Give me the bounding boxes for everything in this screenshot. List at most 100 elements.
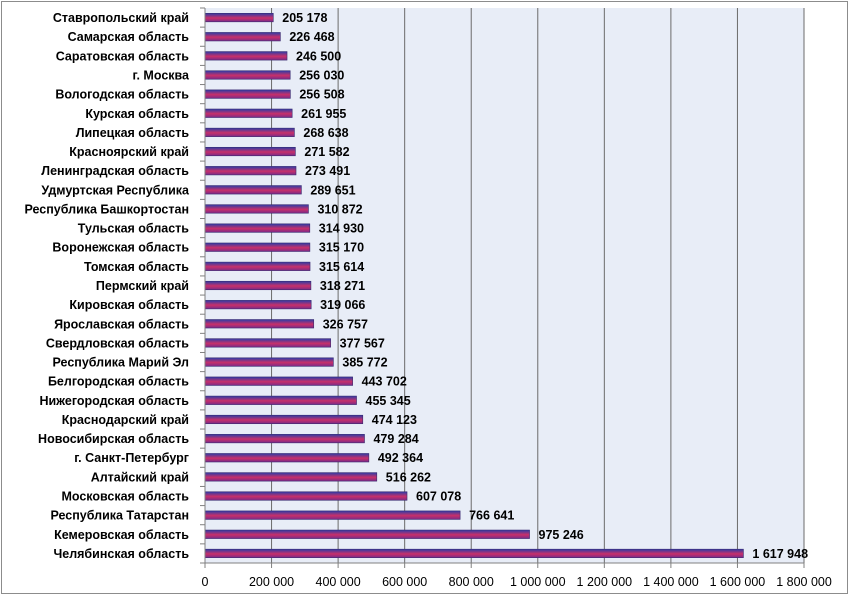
category-label: Нижегородская область: [39, 394, 189, 408]
bar: [204, 32, 281, 42]
data-label: 271 582: [304, 145, 349, 159]
category-label: Самарская область: [68, 30, 190, 44]
data-label: 975 246: [539, 528, 584, 542]
category-label: Свердловская область: [46, 336, 189, 350]
category-labels: Челябинская область Кемеровская область Ре…: [24, 7, 205, 564]
bar: [204, 338, 331, 348]
bar: [204, 70, 291, 80]
data-label: 607 078: [416, 490, 461, 504]
data-label: 492 364: [378, 451, 423, 465]
category-label: Ленинградская область: [41, 164, 189, 178]
data-label: 474 123: [372, 413, 417, 427]
data-label: 261 955: [301, 107, 346, 121]
data-label: 289 651: [310, 183, 355, 197]
bar: [204, 472, 378, 482]
bar: [204, 223, 311, 233]
bar: [204, 280, 312, 291]
bar: [204, 242, 311, 252]
category-label: Пермский край: [96, 279, 189, 293]
data-label: 455 345: [366, 394, 411, 408]
category-label: Республика Башкортостан: [24, 202, 189, 216]
data-label: 246 500: [296, 49, 341, 63]
bar: [204, 166, 297, 176]
data-label: 377 567: [340, 336, 385, 350]
x-tick-label: 1 800 000: [776, 575, 832, 589]
value-labels: 1 617 948 975 246 766 641 607 078 516 262 492…: [282, 11, 808, 561]
category-label: Челябинская область: [53, 547, 189, 561]
bar: [204, 529, 530, 539]
bars: [204, 13, 744, 558]
data-label: 226 468: [289, 30, 334, 44]
data-label: 314 930: [319, 222, 364, 236]
category-label: Красноярский край: [69, 145, 189, 159]
category-label: Вологодская область: [55, 88, 189, 102]
data-label: 1 617 948: [752, 547, 808, 561]
bar: [204, 127, 295, 137]
bar: [204, 146, 296, 157]
bar: [204, 548, 744, 558]
bar: [204, 89, 291, 99]
data-label: 315 614: [319, 260, 364, 274]
bar: [204, 510, 461, 520]
data-label: 205 178: [282, 11, 327, 25]
bar: [204, 300, 312, 310]
data-label: 310 872: [317, 202, 362, 216]
category-label: Кировская область: [69, 298, 189, 312]
category-label: Новосибирская область: [38, 432, 189, 446]
data-label: 443 702: [362, 375, 407, 389]
data-label: 256 030: [299, 68, 344, 82]
category-label: Московская область: [61, 490, 189, 504]
bar: [204, 414, 364, 425]
bar: [204, 13, 274, 23]
category-label: Воронежская область: [52, 241, 189, 255]
bar: [204, 395, 357, 405]
category-label: Саратовская область: [56, 49, 190, 63]
category-label: Ярославская область: [54, 317, 189, 331]
category-label: Удмуртская Республика: [41, 183, 190, 197]
bar: [204, 434, 365, 444]
bar: [204, 376, 353, 386]
gridlines: [271, 8, 805, 563]
x-tick-label: 200 000: [249, 575, 294, 589]
data-label: 326 757: [323, 317, 368, 331]
x-axis-ticks: 0 200 000 400 000 600 000 800 000 1 000 000 1 …: [202, 563, 832, 589]
category-label: Липецкая область: [76, 126, 190, 140]
category-label: Республика Марий Эл: [53, 356, 190, 370]
x-tick-label: 1 200 000: [577, 575, 633, 589]
category-label: Тульская область: [78, 222, 190, 236]
bar: [204, 204, 309, 214]
bar: [204, 357, 334, 367]
category-label: г. Москва: [133, 68, 191, 82]
data-label: 318 271: [320, 279, 365, 293]
x-tick-label: 1 400 000: [643, 575, 699, 589]
data-label: 273 491: [305, 164, 350, 178]
bar: [204, 185, 302, 195]
x-tick-label: 400 000: [316, 575, 361, 589]
bar: [204, 108, 293, 118]
x-tick-label: 800 000: [449, 575, 494, 589]
category-label: Ставропольский край: [53, 11, 189, 25]
category-label: Белгородская область: [48, 375, 189, 389]
x-tick-label: 1 600 000: [710, 575, 766, 589]
bar: [204, 319, 315, 329]
data-label: 516 262: [386, 470, 431, 484]
data-label: 385 772: [342, 356, 387, 370]
category-label: Курская область: [85, 107, 189, 121]
category-label: г. Санкт-Петербург: [74, 451, 189, 465]
bar: [204, 261, 311, 271]
category-label: Томская область: [84, 260, 189, 274]
x-tick-label: 1 000 000: [510, 575, 566, 589]
data-label: 479 284: [373, 432, 418, 446]
bar: [204, 491, 408, 501]
category-label: Алтайский край: [91, 470, 189, 484]
category-label: Краснодарский край: [62, 413, 189, 427]
data-label: 766 641: [469, 509, 514, 523]
data-label: 256 508: [299, 88, 344, 102]
data-label: 319 066: [320, 298, 365, 312]
category-label: Республика Татарстан: [50, 509, 189, 523]
x-tick-label: 600 000: [382, 575, 427, 589]
category-label: Кемеровская область: [54, 528, 189, 542]
data-label: 315 170: [319, 241, 364, 255]
bar: [204, 453, 370, 463]
